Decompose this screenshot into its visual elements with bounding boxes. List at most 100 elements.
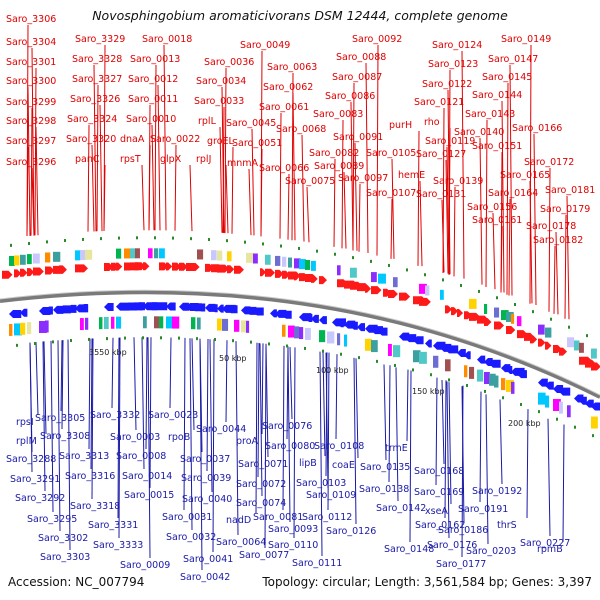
gene-label: Saro_0191: [458, 504, 508, 515]
cog-block: [305, 327, 311, 340]
leader-line: [419, 180, 423, 267]
gene-label: Saro_0023: [148, 410, 198, 421]
tick-mark: [514, 302, 516, 306]
gene-label: Saro_0068: [276, 124, 326, 135]
tick-mark: [64, 239, 66, 243]
feature-tracks: [2, 248, 600, 429]
cog-block: [545, 327, 552, 338]
gene-label: panC: [75, 154, 100, 165]
gene-label: nadD: [226, 515, 251, 526]
tick-label: 200 kbp: [508, 419, 541, 428]
cog-block: [135, 248, 140, 259]
gene-label: purH: [389, 120, 412, 131]
gene-label: Saro_3333: [93, 540, 143, 551]
leader-line: [93, 64, 97, 232]
leader-line: [445, 159, 449, 274]
gene-label: Saro_0086: [325, 91, 375, 102]
leader-line: [257, 343, 260, 478]
tick-mark: [142, 336, 144, 340]
leader-line: [406, 369, 409, 442]
leader-line: [301, 134, 305, 242]
reverse-gene: [59, 305, 71, 314]
cog-block: [344, 334, 348, 347]
leader-line: [157, 84, 161, 231]
gene-label: Saro_3295: [27, 514, 77, 525]
cog-block: [506, 311, 514, 322]
reverse-gene: [413, 336, 424, 345]
cog-block: [191, 317, 196, 330]
cog-block: [305, 259, 311, 270]
leader-line: [148, 144, 151, 231]
cog-block: [413, 350, 421, 363]
gene-label: Saro_0022: [150, 134, 200, 145]
reverse-gene: [350, 321, 358, 330]
forward-gene: [494, 321, 505, 330]
leader-line: [35, 126, 39, 236]
gene-label: Saro_0045: [226, 118, 276, 129]
cog-block: [388, 343, 392, 356]
cog-block: [75, 250, 81, 261]
top-label-leaders: [26, 24, 570, 320]
tick-mark: [556, 417, 558, 421]
leader-line: [547, 418, 551, 537]
cog-block: [538, 324, 545, 335]
cog-block: [294, 258, 301, 269]
gene-label: Saro_0103: [296, 478, 346, 489]
tick-mark: [406, 268, 408, 272]
leader-line: [441, 199, 445, 273]
tick-mark: [34, 341, 36, 345]
gene-label: proA: [236, 436, 259, 447]
gene-label: Saro_0109: [306, 490, 356, 501]
tick-mark: [178, 336, 180, 340]
gene-label: Saro_0003: [110, 432, 160, 443]
tick-mark: [532, 310, 534, 314]
leader-line: [553, 245, 556, 314]
leader-line: [206, 338, 209, 472]
tick-mark: [370, 259, 372, 263]
gene-label: Saro_0139: [433, 176, 483, 187]
tick-mark: [172, 236, 174, 240]
tick-label: 50 kbp: [219, 354, 247, 363]
cog-block: [217, 318, 222, 331]
gene-label: Saro_0097: [338, 173, 388, 184]
tick-mark: [70, 339, 72, 343]
gene-label: Saro_3303: [40, 552, 90, 563]
cog-block: [419, 283, 427, 294]
cog-block: [246, 252, 254, 263]
gene-label: Saro_0105: [366, 148, 416, 159]
leader-line: [222, 106, 225, 234]
reverse-gene: [559, 387, 571, 396]
map-title: Novosphingobium aromaticivorans DSM 1244…: [92, 8, 508, 23]
cog-block: [116, 316, 122, 329]
cog-block: [464, 365, 468, 378]
reverse-gene: [517, 370, 527, 379]
reverse-gene: [197, 303, 206, 312]
leader-line: [461, 50, 465, 279]
cog-block: [227, 251, 232, 262]
cog-block: [545, 395, 550, 408]
tick-mark: [106, 337, 108, 341]
cog-block: [489, 373, 496, 386]
cog-block: [591, 348, 597, 359]
forward-gene: [530, 335, 538, 344]
tick-mark: [160, 336, 162, 340]
gene-label: Saro_3306: [6, 14, 56, 25]
gene-label: Saro_0123: [428, 59, 478, 70]
leader-line: [352, 82, 355, 251]
cog-block: [85, 317, 89, 330]
leader-line: [485, 394, 489, 545]
cog-block: [288, 257, 293, 268]
tick-mark: [358, 356, 360, 360]
tick-mark: [208, 238, 210, 242]
tick-mark: [136, 236, 138, 240]
gene-label: groEL: [207, 136, 235, 147]
tick-mark: [568, 325, 570, 329]
tick-mark: [550, 317, 552, 321]
forward-gene: [227, 265, 235, 274]
genome-backbone-highlight: [0, 289, 600, 396]
reverse-gene: [579, 396, 587, 405]
reverse-gene: [80, 304, 88, 313]
cog-block: [154, 316, 159, 329]
tick-mark: [496, 296, 498, 300]
forward-gene: [538, 338, 546, 347]
